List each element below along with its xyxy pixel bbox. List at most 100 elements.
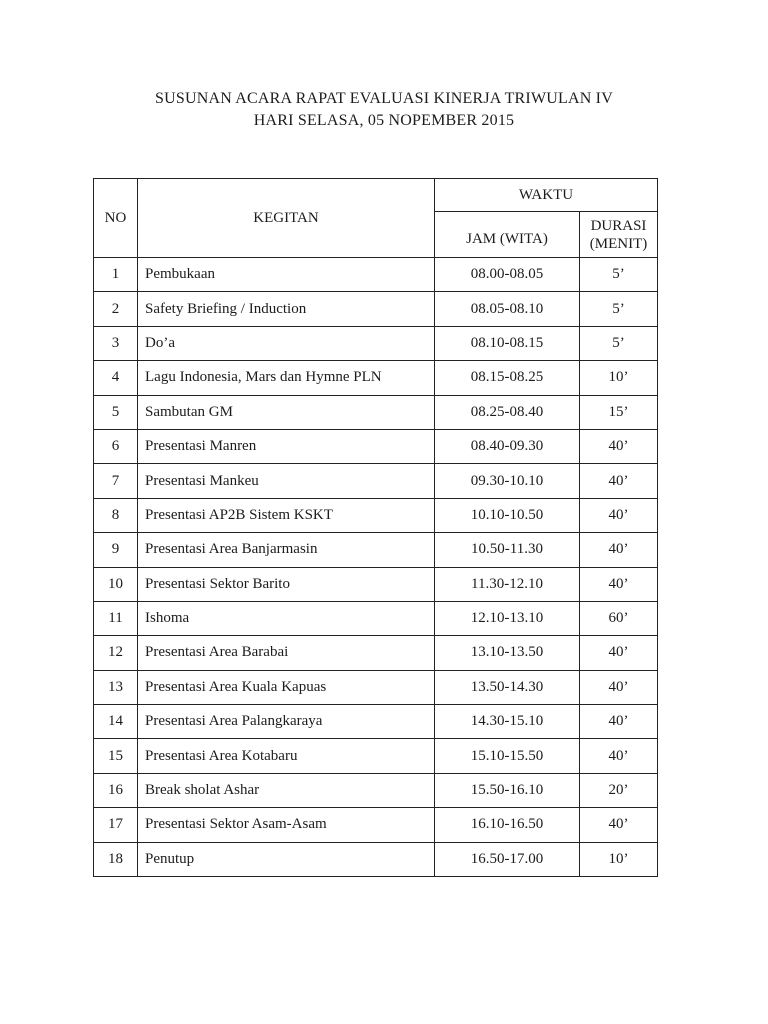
cell-durasi: 40’ [579,497,658,534]
cell-durasi: 40’ [579,669,658,706]
cell-durasi: 5’ [579,291,658,327]
cell-jam: 15.10-15.50 [434,738,580,774]
cell-durasi: 40’ [579,635,658,671]
document-title: SUSUNAN ACARA RAPAT EVALUASI KINERJA TRI… [155,90,613,107]
cell-no: 16 [93,772,138,809]
table-row: 9 Presentasi Area Banjarmasin 10.50-11.30 4… [93,532,658,568]
cell-kegiatan: Penutup [137,841,435,878]
cell-no: 12 [93,635,138,671]
cell-jam: 08.25-08.40 [434,394,580,430]
table-row: 6 Presentasi Manren 08.40-09.30 40’ [93,428,658,465]
cell-kegiatan: Presentasi Area Banjarmasin [137,532,435,568]
table-row: 3 Do’a 08.10-08.15 5’ [93,325,658,362]
header-jam-wita: JAM (WITA) [434,211,580,258]
cell-jam: 16.10-16.50 [434,807,580,843]
cell-jam: 10.50-11.30 [434,532,580,568]
table-row: 15 Presentasi Area Kotabaru 15.10-15.50 40’ [93,738,658,774]
cell-no: 6 [93,428,138,465]
table-row: 10 Presentasi Sektor Barito 11.30-12.10 40’ [93,566,658,602]
cell-no: 10 [93,566,138,602]
cell-durasi: 40’ [579,532,658,568]
cell-kegiatan: Safety Briefing / Induction [137,291,435,327]
cell-no: 14 [93,704,138,740]
cell-durasi: 40’ [579,566,658,602]
table-row: 11 Ishoma 12.10-13.10 60’ [93,600,658,637]
cell-no: 3 [93,325,138,362]
cell-no: 18 [93,841,138,878]
cell-kegiatan: Presentasi Area Kotabaru [137,738,435,774]
cell-kegiatan: Presentasi Manren [137,428,435,465]
header-no: NO [93,178,138,258]
header-durasi-menit: DURASI (MENIT) [579,211,658,258]
cell-no: 1 [93,256,138,293]
table-row: 8 Presentasi AP2B Sistem KSKT 10.10-10.50 4… [93,497,658,534]
cell-jam: 08.05-08.10 [434,291,580,327]
cell-jam: 10.10-10.50 [434,497,580,534]
cell-no: 4 [93,360,138,396]
cell-no: 11 [93,600,138,637]
table-row: 16 Break sholat Ashar 15.50-16.10 20’ [93,772,658,809]
header-kegiatan: KEGITAN [137,178,435,258]
cell-no: 5 [93,394,138,430]
cell-durasi: 40’ [579,807,658,843]
cell-jam: 08.10-08.15 [434,325,580,362]
cell-kegiatan: Presentasi Area Barabai [137,635,435,671]
cell-durasi: 5’ [579,256,658,293]
cell-jam: 12.10-13.10 [434,600,580,637]
cell-durasi: 40’ [579,428,658,465]
cell-durasi: 20’ [579,772,658,809]
cell-kegiatan: Presentasi Sektor Barito [137,566,435,602]
cell-kegiatan: Presentasi Sektor Asam-Asam [137,807,435,843]
cell-kegiatan: Break sholat Ashar [137,772,435,809]
cell-no: 9 [93,532,138,568]
table-row: 5 Sambutan GM 08.25-08.40 15’ [93,394,658,430]
cell-durasi: 40’ [579,463,658,499]
cell-kegiatan: Pembukaan [137,256,435,293]
cell-no: 13 [93,669,138,706]
cell-kegiatan: Presentasi Mankeu [137,463,435,499]
table-row: 18 Penutup 16.50-17.00 10’ [93,841,658,878]
cell-durasi: 15’ [579,394,658,430]
table-row: 17 Presentasi Sektor Asam-Asam 16.10-16.50… [93,807,658,843]
cell-jam: 11.30-12.10 [434,566,580,602]
cell-kegiatan: Presentasi Area Palangkaraya [137,704,435,740]
cell-kegiatan: Do’a [137,325,435,362]
cell-jam: 09.30-10.10 [434,463,580,499]
cell-durasi: 40’ [579,738,658,774]
cell-jam: 08.15-08.25 [434,360,580,396]
table-row: 4 Lagu Indonesia, Mars dan Hymne PLN 08.15… [93,360,658,396]
cell-jam: 08.00-08.05 [434,256,580,293]
table-row: 1 Pembukaan 08.00-08.05 5’ [93,256,658,293]
cell-no: 2 [93,291,138,327]
table-row: 13 Presentasi Area Kuala Kapuas 13.50-14.3… [93,669,658,706]
cell-kegiatan: Presentasi AP2B Sistem KSKT [137,497,435,534]
cell-no: 8 [93,497,138,534]
header-waktu: WAKTU [434,178,658,212]
cell-durasi: 5’ [579,325,658,362]
cell-kegiatan: Presentasi Area Kuala Kapuas [137,669,435,706]
cell-no: 15 [93,738,138,774]
cell-jam: 16.50-17.00 [434,841,580,878]
cell-kegiatan: Ishoma [137,600,435,637]
document-header: SUSUNAN ACARA RAPAT EVALUASI KINERJA TRI… [0,88,768,132]
document-subtitle: HARI SELASA, 05 NOPEMBER 2015 [253,112,515,129]
cell-durasi: 40’ [579,704,658,740]
table-row: 2 Safety Briefing / Induction 08.05-08.10 5… [93,291,658,327]
agenda-table: NO KEGITAN WAKTU JAM (WITA) DURASI (MENI… [93,178,658,878]
cell-jam: 15.50-16.10 [434,772,580,809]
cell-jam: 13.10-13.50 [434,635,580,671]
cell-jam: 13.50-14.30 [434,669,580,706]
cell-kegiatan: Lagu Indonesia, Mars dan Hymne PLN [137,360,435,396]
cell-durasi: 60’ [579,600,658,637]
cell-durasi: 10’ [579,360,658,396]
cell-durasi: 10’ [579,841,658,878]
agenda-table-body: 1 Pembukaan 08.00-08.05 5’ 2 Safety Briefing … [93,256,658,878]
agenda-table-header: NO KEGITAN WAKTU JAM (WITA) DURASI (MENI… [93,178,658,258]
cell-jam: 08.40-09.30 [434,428,580,465]
cell-jam: 14.30-15.10 [434,704,580,740]
table-row: 14 Presentasi Area Palangkaraya 14.30-15.1… [93,704,658,740]
cell-no: 17 [93,807,138,843]
table-row: 12 Presentasi Area Barabai 13.10-13.50 40’ [93,635,658,671]
cell-kegiatan: Sambutan GM [137,394,435,430]
cell-no: 7 [93,463,138,499]
